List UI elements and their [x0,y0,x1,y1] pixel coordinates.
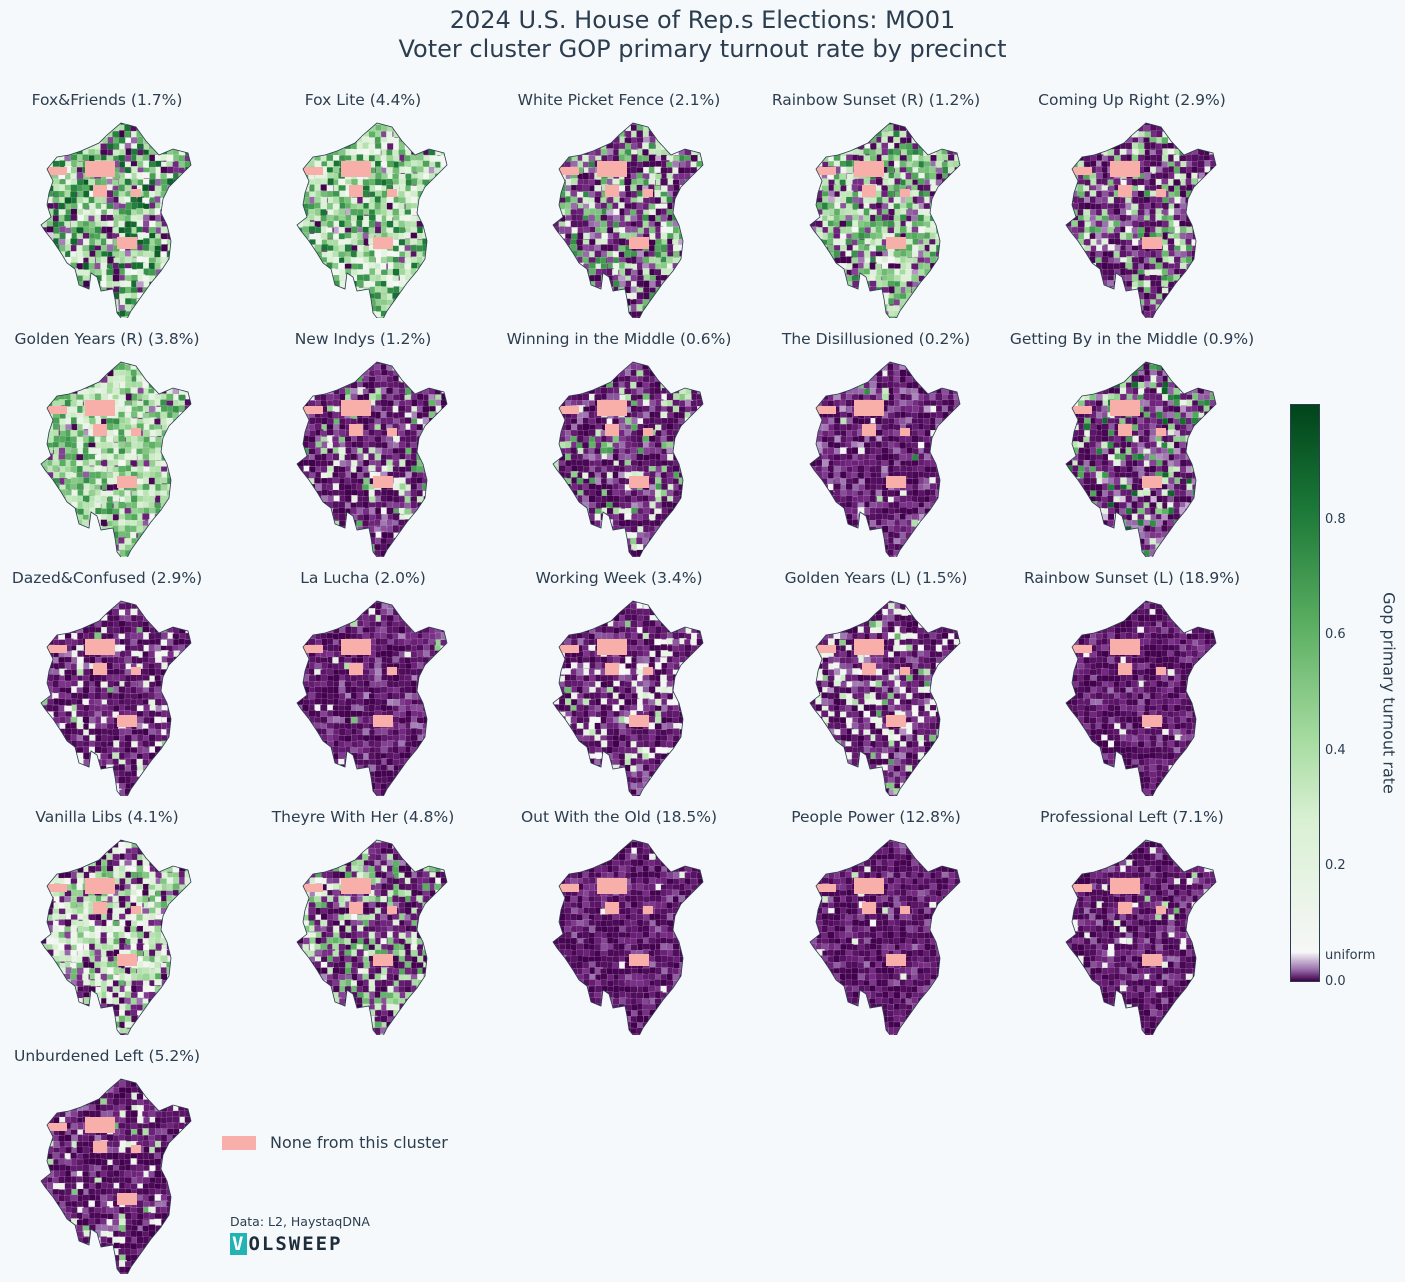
title-line-2: Voter cluster GOP primary turnout rate b… [0,35,1405,64]
colorbar-tick: 0.0 [1325,974,1346,989]
map-panel: Professional Left (7.1%) [1002,808,1262,1043]
map-panel: Vanilla Libs (4.1%) [0,808,237,1043]
logo-text: OLSWEEP [248,1233,342,1255]
map-panel: New Indys (1.2%) [233,330,493,565]
panel-title: Working Week (3.4%) [489,569,749,587]
precinct-map [0,591,237,796]
map-panel: The Disillusioned (0.2%) [746,330,1006,565]
panel-title: Vanilla Libs (4.1%) [0,808,237,826]
map-panel: Unburdened Left (5.2%) [0,1047,237,1282]
colorbar-tick: uniform [1325,948,1375,963]
precinct-map [509,352,749,557]
precinct-map [253,591,493,796]
precinct-map [0,352,237,557]
precinct-map [766,591,1006,796]
panel-title: Coming Up Right (2.9%) [1002,91,1262,109]
precinct-map [253,830,493,1035]
precinct-map [0,830,237,1035]
panel-title: Fox Lite (4.4%) [233,91,493,109]
colorbar-title: Gop primary turnout rate [1380,592,1399,794]
panel-title: New Indys (1.2%) [233,330,493,348]
precinct-map [253,352,493,557]
precinct-map [1022,830,1262,1035]
map-panel: Out With the Old (18.5%) [489,808,749,1043]
precinct-map [509,591,749,796]
precinct-map [766,830,1006,1035]
map-panel: Golden Years (L) (1.5%) [746,569,1006,804]
map-panel: Working Week (3.4%) [489,569,749,804]
map-panel: Winning in the Middle (0.6%) [489,330,749,565]
precinct-map [1022,591,1262,796]
colorbar [1290,404,1320,982]
colorbar-tick: 0.2 [1325,858,1346,873]
map-panel: Fox&Friends (1.7%) [0,91,237,326]
precinct-map [766,352,1006,557]
title-line-1: 2024 U.S. House of Rep.s Elections: MO01 [0,6,1405,35]
panel-title: Out With the Old (18.5%) [489,808,749,826]
panel-title: Theyre With Her (4.8%) [233,808,493,826]
precinct-map [0,113,237,318]
map-panel: La Lucha (2.0%) [233,569,493,804]
panel-title: Unburdened Left (5.2%) [0,1047,237,1065]
legend-none-label: None from this cluster [270,1133,448,1152]
panel-title: Golden Years (R) (3.8%) [0,330,237,348]
precinct-map [1022,352,1262,557]
map-panel: Rainbow Sunset (L) (18.9%) [1002,569,1262,804]
panel-title: La Lucha (2.0%) [233,569,493,587]
map-panel: Theyre With Her (4.8%) [233,808,493,1043]
panel-title: Winning in the Middle (0.6%) [489,330,749,348]
map-panel: Rainbow Sunset (R) (1.2%) [746,91,1006,326]
precinct-map [766,113,1006,318]
chart-title: 2024 U.S. House of Rep.s Elections: MO01… [0,6,1405,64]
legend-none-swatch [222,1136,256,1150]
panel-title: Dazed&Confused (2.9%) [0,569,237,587]
panel-title: White Picket Fence (2.1%) [489,91,749,109]
data-credit: Data: L2, HaystaqDNA [230,1214,370,1229]
panel-title: Golden Years (L) (1.5%) [746,569,1006,587]
map-panel: Golden Years (R) (3.8%) [0,330,237,565]
panel-title: People Power (12.8%) [746,808,1006,826]
precinct-map [509,830,749,1035]
map-panel: People Power (12.8%) [746,808,1006,1043]
map-panel: Dazed&Confused (2.9%) [0,569,237,804]
panel-title: Rainbow Sunset (R) (1.2%) [746,91,1006,109]
legend-none: None from this cluster [222,1133,448,1152]
map-panel: White Picket Fence (2.1%) [489,91,749,326]
panel-title: Getting By in the Middle (0.9%) [1002,330,1262,348]
volsweep-logo: V OLSWEEP [230,1233,343,1255]
colorbar-tick: 0.8 [1325,512,1346,527]
precinct-map [509,113,749,318]
panel-title: The Disillusioned (0.2%) [746,330,1006,348]
precinct-map [1022,113,1262,318]
map-panel: Fox Lite (4.4%) [233,91,493,326]
colorbar-tick: 0.6 [1325,627,1346,642]
map-panel: Getting By in the Middle (0.9%) [1002,330,1262,565]
panel-title: Rainbow Sunset (L) (18.9%) [1002,569,1262,587]
logo-mark: V [230,1233,247,1255]
precinct-map [253,113,493,318]
map-panel: Coming Up Right (2.9%) [1002,91,1262,326]
precinct-map [0,1069,237,1274]
panel-title: Professional Left (7.1%) [1002,808,1262,826]
panel-title: Fox&Friends (1.7%) [0,91,237,109]
colorbar-tick: 0.4 [1325,743,1346,758]
